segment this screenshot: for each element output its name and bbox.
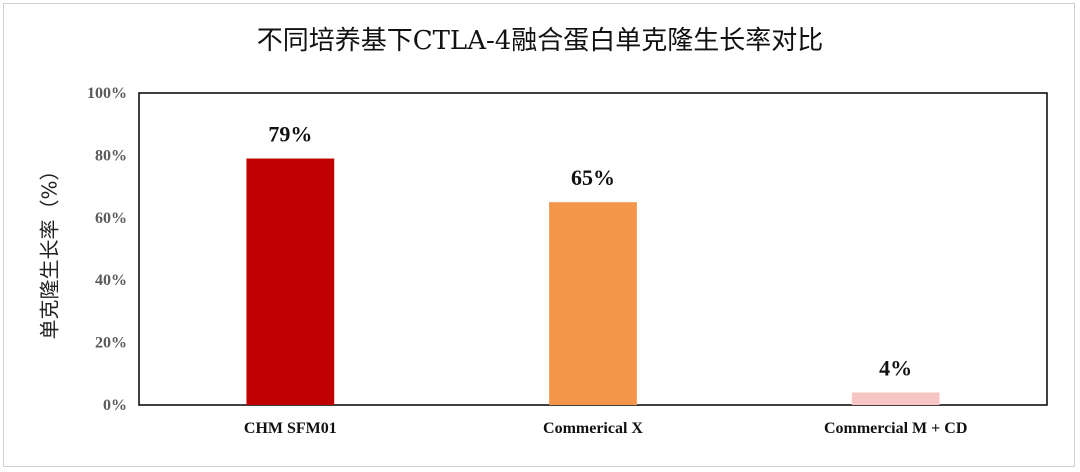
- bar: [549, 202, 637, 405]
- data-label: 4%: [879, 356, 912, 381]
- y-tick-label: 100%: [87, 85, 127, 102]
- x-tick-label: Commerical X: [543, 420, 643, 437]
- x-tick-label: Commercial M + CD: [824, 420, 967, 437]
- bar: [246, 158, 335, 405]
- x-tick-label: CHM SFM01: [244, 420, 337, 437]
- data-label: 79%: [268, 122, 312, 147]
- y-tick-label: 40%: [95, 272, 127, 289]
- chart-title: 不同培养基下CTLA-4融合蛋白单克隆生长率对比: [256, 26, 824, 56]
- y-tick-label: 0%: [103, 397, 127, 414]
- y-tick-label: 80%: [95, 147, 127, 164]
- bar: [851, 392, 940, 405]
- data-label: 65%: [571, 165, 615, 190]
- y-tick-label: 20%: [95, 335, 127, 352]
- y-tick-label: 60%: [95, 210, 127, 227]
- chart-frame: [3, 3, 1075, 467]
